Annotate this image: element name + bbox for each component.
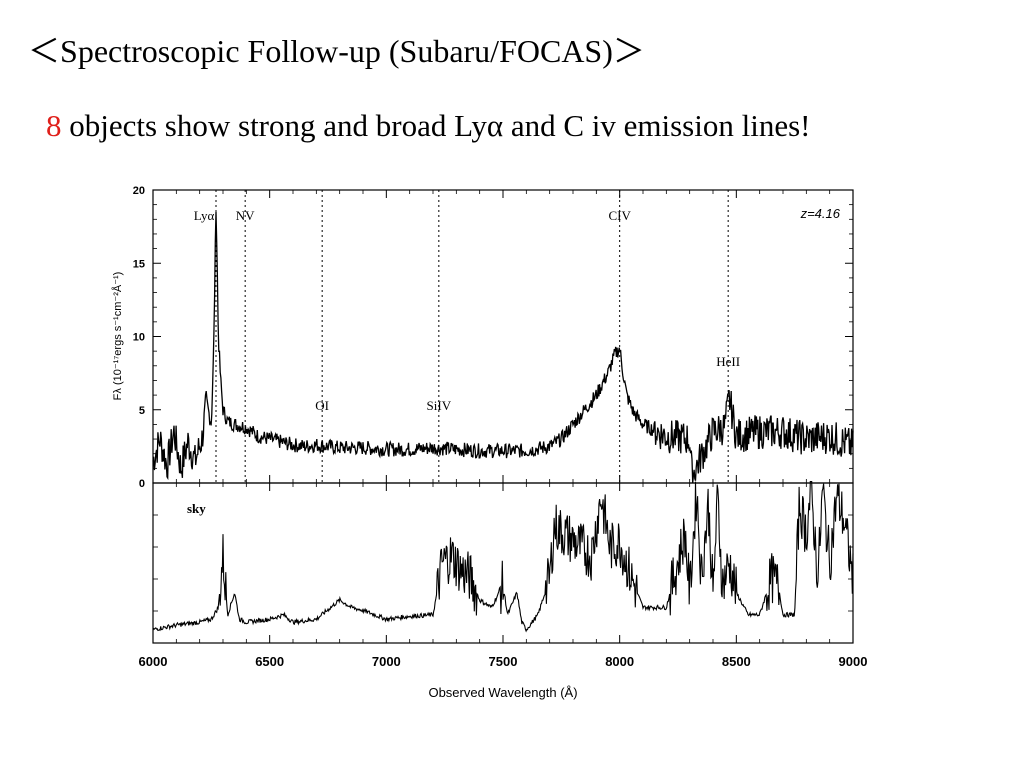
y-tick-label: 20 (133, 185, 145, 197)
title-bracket-right: ＞ (612, 33, 645, 69)
x-tick-label: 8000 (605, 654, 634, 669)
emission-line-label: OI (315, 398, 329, 413)
x-axis-label: Observed Wavelength (Å) (428, 685, 577, 700)
y-tick-label: 5 (139, 405, 145, 417)
x-tick-label: 8500 (722, 654, 751, 669)
sky-annotation: sky (187, 501, 206, 516)
title-bracket-left: ＜ (28, 33, 61, 69)
emission-line-label: HeII (716, 354, 740, 369)
slide-title: ＜Spectroscopic Follow-up (Subaru/FOCAS)＞ (28, 26, 645, 72)
sky-spectrum-line (152, 481, 854, 633)
x-tick-label: 6000 (139, 654, 168, 669)
x-tick-label: 7500 (489, 654, 518, 669)
y-tick-label: 10 (133, 332, 145, 344)
redshift-annotation: z=4.16 (800, 206, 841, 221)
y-tick-label: 15 (133, 258, 145, 270)
x-axis-ticks: 6000 6500 7000 7500 8000 8500 9000 (139, 190, 868, 669)
emission-line-label: SiIV (427, 398, 452, 413)
x-tick-label: 9000 (839, 654, 868, 669)
bottom-panel-frame (152, 482, 854, 644)
emission-line-label: NV (236, 208, 255, 223)
x-tick-label: 7000 (372, 654, 401, 669)
headline-count: 8 (46, 108, 62, 143)
title-text: Spectroscopic Follow-up (Subaru/FOCAS) (60, 33, 613, 69)
emission-line-label: CIV (608, 208, 631, 223)
y-axis-label: Fλ (10⁻¹⁷ergs s⁻¹cm⁻²Å⁻¹) (111, 272, 124, 401)
headline: 8 objects show strong and broad Lyα and … (46, 108, 810, 144)
emission-line-label: Lyα (194, 208, 215, 223)
object-spectrum-line (152, 211, 854, 484)
y-axis-ticks: 0 5 10 15 20 (133, 185, 853, 612)
x-tick-label: 6500 (255, 654, 284, 669)
y-tick-label: 0 (139, 478, 145, 490)
emission-line-markers: Lyα NV OI SiIV CIV HeII (194, 190, 740, 483)
headline-text: objects show strong and broad Lyα and C … (61, 108, 811, 143)
